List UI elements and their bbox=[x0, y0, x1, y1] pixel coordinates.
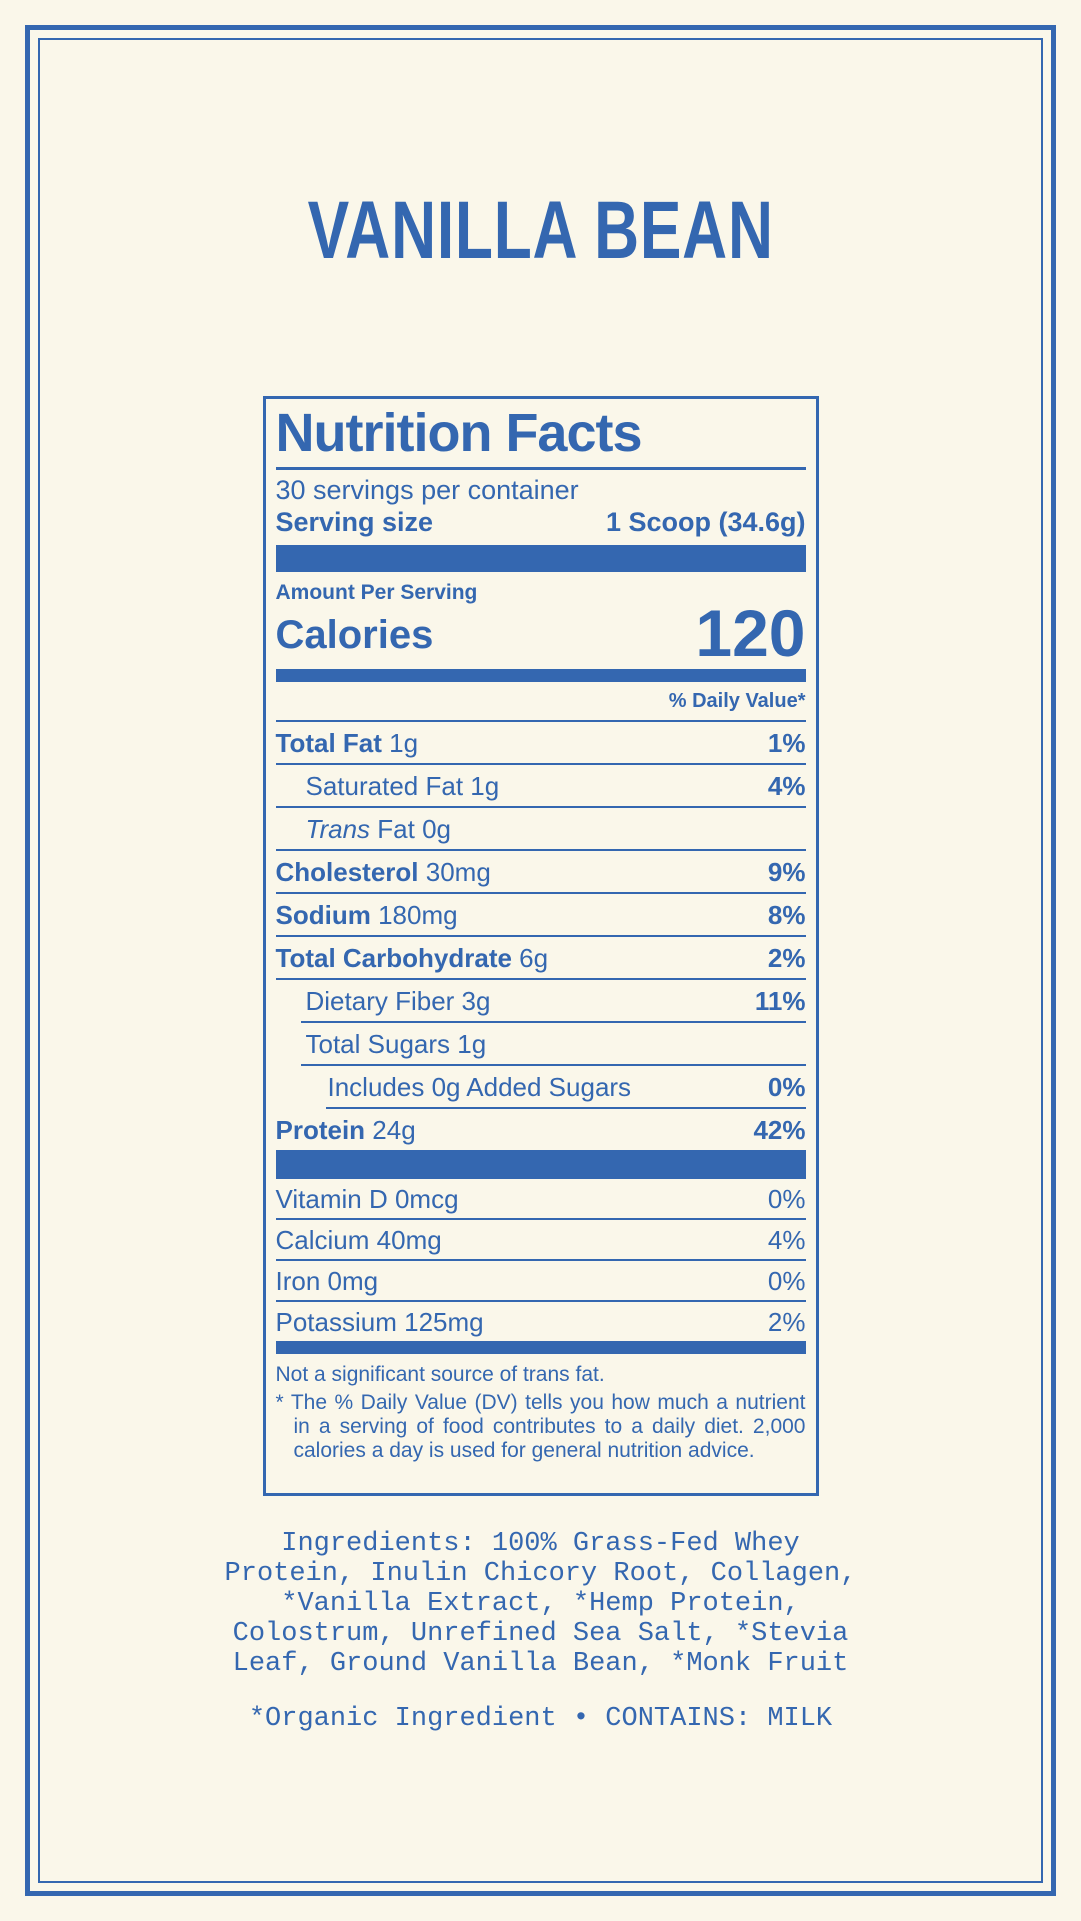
nutrient-row: Includes 0g Added Sugars 0% bbox=[276, 1064, 806, 1107]
calories-label: Calories bbox=[275, 613, 434, 658]
row-separator bbox=[275, 1300, 806, 1303]
divider-bar-medium bbox=[275, 669, 806, 683]
serving-size-row: Serving size 1 Scoop (34.6g) bbox=[276, 506, 806, 538]
row-separator bbox=[275, 849, 806, 852]
nutrient-row: Dietary Fiber 3g 11% bbox=[275, 978, 806, 1021]
nutrient-row: Cholesterol 30mg 9% bbox=[275, 849, 806, 892]
allergen-statement: *Organic Ingredient • CONTAINS: MILK bbox=[248, 1704, 833, 1734]
nutrient-daily-value: 42% bbox=[753, 1115, 806, 1146]
nutrient-row: Total Fat 1g 1% bbox=[275, 720, 806, 763]
calories-row: Calories 120 bbox=[275, 596, 806, 671]
nutrient-daily-value: 9% bbox=[767, 857, 806, 888]
nutrient-name-amount: Saturated Fat 1g bbox=[305, 771, 500, 802]
nutrient-daily-value: 2% bbox=[767, 1307, 806, 1338]
heading-rule bbox=[275, 467, 806, 471]
nutrient-name-amount: Total Sugars 1g bbox=[305, 1029, 487, 1060]
footnote-daily-value: * The % Daily Value (DV) tells you how m… bbox=[276, 1391, 806, 1463]
nutrient-name-amount: Vitamin D 0mcg bbox=[275, 1184, 459, 1215]
flavor-title-wrap: VANILLA BEAN bbox=[40, 185, 1041, 278]
nutrient-daily-value: 2% bbox=[767, 943, 806, 974]
nutrient-rows: Total Fat 1g 1% Saturated Fat 1g 4% Tran… bbox=[275, 720, 806, 1150]
footnote-daily-value-text: The % Daily Value (DV) tells you how muc… bbox=[290, 1391, 806, 1463]
row-separator bbox=[300, 1064, 806, 1067]
label-content: VANILLA BEAN Nutrition Facts 30 servings… bbox=[40, 40, 1041, 1881]
nutrient-daily-value: 4% bbox=[767, 1225, 806, 1256]
nutrient-daily-value: 1% bbox=[767, 728, 806, 759]
nutrient-name-amount: Total Carbohydrate 6g bbox=[275, 943, 549, 974]
row-separator bbox=[275, 892, 806, 895]
row-separator bbox=[275, 763, 806, 766]
nutrient-name-amount: Trans Fat 0g bbox=[305, 814, 452, 845]
ingredients-text: Ingredients: 100% Grass-Fed Whey Protein… bbox=[224, 1529, 857, 1679]
nutrient-name-amount: Dietary Fiber 3g bbox=[305, 986, 491, 1017]
nutrient-daily-value: 11% bbox=[754, 986, 806, 1017]
nutrient-name-amount: Total Fat 1g bbox=[275, 728, 419, 759]
nutrient-row: Sodium 180mg 8% bbox=[275, 892, 806, 935]
divider-bar-protein bbox=[275, 1150, 806, 1180]
footnote-trans-fat: Not a significant source of trans fat. bbox=[275, 1363, 605, 1387]
amount-per-serving: Amount Per Serving bbox=[275, 581, 478, 605]
nutrient-daily-value: 0% bbox=[767, 1072, 806, 1103]
calories-value: 120 bbox=[695, 596, 806, 671]
row-separator bbox=[275, 935, 806, 938]
nutrient-row: Saturated Fat 1g 4% bbox=[275, 763, 806, 806]
row-separator bbox=[275, 806, 806, 809]
row-separator bbox=[275, 1218, 806, 1221]
nutrient-daily-value: 8% bbox=[767, 900, 806, 931]
nutrient-daily-value: 0% bbox=[767, 1184, 806, 1215]
nutrient-row: Potassium 125mg 2% bbox=[275, 1300, 806, 1341]
nutrient-name-amount: Cholesterol 30mg bbox=[275, 857, 491, 888]
servings-per-container: 30 servings per container bbox=[275, 475, 579, 506]
nutrient-name-amount: Protein 24g bbox=[275, 1115, 416, 1146]
nutrition-facts-panel: Nutrition Facts 30 servings per containe… bbox=[262, 396, 819, 1496]
footnotes: Not a significant source of trans fat. *… bbox=[276, 1363, 806, 1463]
row-separator bbox=[275, 720, 806, 723]
nutrient-row: Total Carbohydrate 6g 2% bbox=[275, 935, 806, 978]
flavor-title: VANILLA BEAN bbox=[307, 185, 774, 276]
nutrient-name-amount: Calcium 40mg bbox=[275, 1225, 442, 1256]
nutrient-row: Calcium 40mg 4% bbox=[275, 1218, 806, 1259]
nutrient-daily-value: 0% bbox=[767, 1266, 806, 1297]
vitamin-rows: Vitamin D 0mcg 0% Calcium 40mg 4% Iron 0… bbox=[275, 1179, 806, 1341]
nutrient-daily-value: 4% bbox=[767, 771, 806, 802]
daily-value-header: % Daily Value* bbox=[668, 690, 806, 713]
serving-size-label: Serving size bbox=[275, 507, 434, 538]
nutrient-name-amount: Iron 0mg bbox=[275, 1266, 379, 1297]
nutrient-row: Protein 24g 42% bbox=[276, 1107, 806, 1150]
row-separator bbox=[275, 978, 806, 981]
row-separator bbox=[300, 1021, 806, 1024]
nutrient-name-amount: Potassium 125mg bbox=[275, 1307, 484, 1338]
footnote-marker: * bbox=[275, 1391, 284, 1415]
nutrient-row: Vitamin D 0mcg 0% bbox=[276, 1179, 806, 1218]
nutrition-facts-heading: Nutrition Facts bbox=[275, 403, 643, 463]
serving-size-value: 1 Scoop (34.6g) bbox=[605, 507, 806, 538]
nutrient-row: Total Sugars 1g bbox=[276, 1021, 806, 1064]
row-separator bbox=[325, 1107, 806, 1110]
divider-bar-thick bbox=[275, 545, 806, 573]
divider-bar-vitamins bbox=[275, 1341, 806, 1355]
nutrient-name-amount: Includes 0g Added Sugars bbox=[327, 1072, 632, 1103]
row-separator bbox=[275, 1259, 806, 1262]
nutrient-name-amount: Sodium 180mg bbox=[275, 900, 458, 931]
nutrient-row: Trans Fat 0g bbox=[275, 806, 806, 849]
nutrient-row: Iron 0mg 0% bbox=[275, 1259, 806, 1300]
